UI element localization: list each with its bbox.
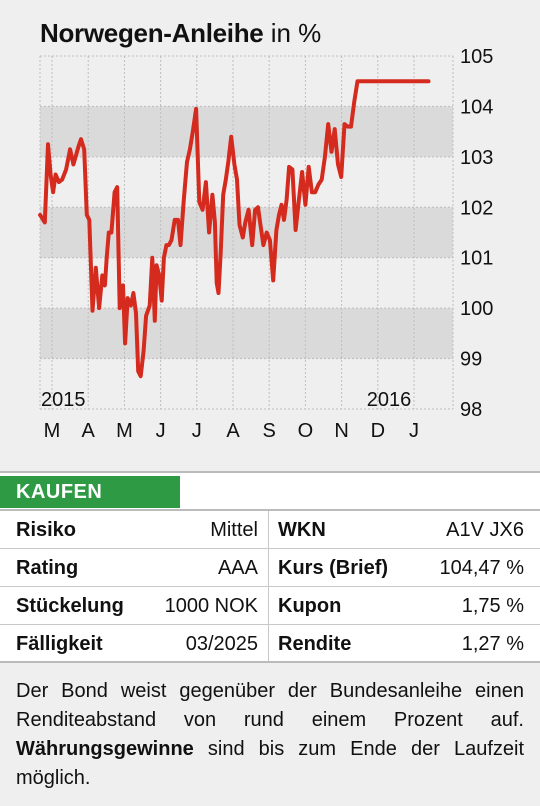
chart-band — [40, 106, 453, 157]
recommendation-badge: KAUFEN — [0, 476, 180, 508]
fact-value: 1,27 % — [461, 633, 524, 655]
x-tick-label: A — [226, 420, 240, 442]
x-tick-label: M — [116, 420, 133, 442]
y-tick-label: 100 — [460, 298, 493, 320]
facts-row: Stückelung 1000 NOK Kupon 1,75 % — [0, 587, 540, 625]
chart-title-main: Norwegen-Anleihe — [40, 18, 264, 48]
chart-panel: Norwegen-Anleihe in % 98 99 100 101 102 103 10… — [38, 16, 494, 442]
fact-value: 104,47 % — [439, 557, 524, 579]
fact-label: Fälligkeit — [16, 633, 103, 655]
description-bold: Währungsgewinne — [16, 738, 194, 760]
y-tick-label: 102 — [460, 197, 493, 219]
fact-label: WKN — [278, 519, 326, 541]
x-tick-label: S — [263, 420, 276, 442]
fact-value: 1000 NOK — [164, 595, 258, 617]
price-line — [38, 79, 431, 379]
fact-label: Kurs (Brief) — [278, 557, 389, 579]
fact-value: A1V JX6 — [446, 519, 524, 541]
fact-value: Mittel — [210, 519, 258, 541]
fact-label: Rendite — [278, 633, 352, 655]
fact-label: Kupon — [278, 595, 342, 617]
y-tick-label: 103 — [460, 147, 493, 169]
facts-table: Risiko Mittel WKN A1V JX6 Rating AAA Kur… — [0, 509, 540, 663]
y-tick-label: 101 — [460, 248, 493, 270]
description-text: Der Bond weist gegenüber der Bundesanlei… — [0, 661, 540, 806]
x-tick-label: N — [334, 420, 348, 442]
facts-row: Fälligkeit 03/2025 Rendite 1,27 % — [0, 625, 540, 663]
fact-value: AAA — [217, 557, 258, 579]
x-tick-label: J — [156, 420, 166, 442]
fact-value: 03/2025 — [185, 633, 258, 655]
facts-row: Rating AAA Kurs (Brief) 104,47 % — [0, 549, 540, 587]
y-tick-label: 99 — [460, 349, 482, 371]
fact-label: Risiko — [16, 519, 77, 541]
year-label: 2016 — [367, 389, 412, 411]
x-tick-label: J — [192, 420, 202, 442]
x-tick-label: M — [44, 420, 61, 442]
x-tick-label: J — [409, 420, 419, 442]
facts-row: Risiko Mittel WKN A1V JX6 — [0, 511, 540, 549]
fact-label: Stückelung — [16, 595, 124, 617]
chart-title-unit: in % — [270, 18, 322, 48]
y-tick-label: 104 — [460, 96, 493, 118]
fact-value: 1,75 % — [461, 595, 524, 617]
x-tick-label: O — [298, 420, 314, 442]
chart-title: Norwegen-Anleihe in % — [40, 16, 321, 50]
y-tick-label: 98 — [460, 399, 482, 421]
fact-label: Rating — [16, 557, 79, 579]
x-tick-label: D — [371, 420, 385, 442]
chart-band — [40, 308, 453, 359]
x-tick-label: A — [82, 420, 96, 442]
description-part1: Der Bond weist gegenüber der Bundesanlei… — [16, 680, 524, 731]
description-part2: sind bis zum Ende der Laufzeit möglich. — [16, 738, 524, 789]
y-tick-label: 105 — [460, 46, 493, 68]
facts-column-divider — [268, 511, 269, 663]
year-label: 2015 — [41, 389, 86, 411]
